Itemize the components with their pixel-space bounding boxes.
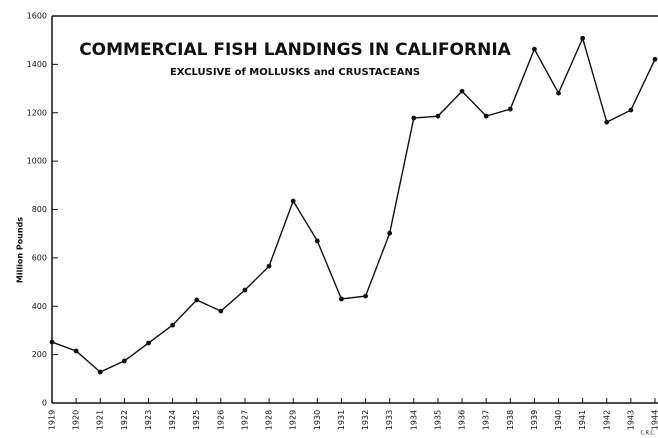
chart-title: COMMERCIAL FISH LANDINGS IN CALIFORNIA xyxy=(79,40,511,60)
data-point xyxy=(387,230,393,236)
data-point xyxy=(266,263,272,269)
data-point xyxy=(459,88,465,94)
y-tick-label: 200 xyxy=(32,350,47,359)
x-tick-label: 1922 xyxy=(120,410,129,430)
data-point xyxy=(507,106,513,112)
data-point xyxy=(170,322,176,328)
data-point xyxy=(411,115,417,121)
y-tick-label: 800 xyxy=(32,205,47,214)
x-tick-label: 1932 xyxy=(361,410,370,430)
x-tick-label: 1941 xyxy=(578,410,587,430)
x-tick-label: 1942 xyxy=(602,410,611,430)
x-tick-label: 1926 xyxy=(216,410,225,430)
data-point xyxy=(146,340,151,346)
x-tick-label: 1919 xyxy=(48,410,57,430)
y-tick-label: 0 xyxy=(42,399,47,408)
data-point xyxy=(580,35,586,41)
y-tick-label: 400 xyxy=(32,302,47,311)
x-tick-label: 1934 xyxy=(409,410,418,430)
x-tick-label: 1923 xyxy=(144,410,153,430)
x-tick-label: 1929 xyxy=(289,410,298,430)
x-tick-label: 1944 xyxy=(651,410,658,430)
data-point xyxy=(604,119,610,125)
x-tick-label: 1930 xyxy=(313,410,322,430)
chart-subtitle: EXCLUSIVE of MOLLUSKS and CRUSTACEANS xyxy=(170,67,420,78)
x-tick-label: 1925 xyxy=(192,410,201,430)
data-point xyxy=(532,46,537,52)
data-point xyxy=(363,293,368,299)
x-tick-label: 1937 xyxy=(482,410,491,430)
x-tick-label: 1927 xyxy=(240,410,249,430)
data-point xyxy=(49,339,55,345)
x-tick-label: 1931 xyxy=(337,410,346,430)
data-point xyxy=(339,296,344,302)
y-axis-label: Million Pounds xyxy=(16,217,25,283)
x-tick-label: 1933 xyxy=(385,410,394,430)
x-tick-label: 1939 xyxy=(530,410,539,430)
x-tick-label: 1920 xyxy=(72,410,81,430)
x-tick-label: 1936 xyxy=(458,410,467,430)
data-point xyxy=(556,90,561,96)
y-tick-label: 1400 xyxy=(27,60,47,69)
x-tick-label: 1924 xyxy=(168,410,177,430)
y-tick-label: 1000 xyxy=(27,157,47,166)
x-tick-label: 1943 xyxy=(626,410,635,430)
y-tick-label: 600 xyxy=(32,253,47,262)
x-tick-label: 1928 xyxy=(265,410,274,430)
data-point xyxy=(314,238,320,244)
data-point xyxy=(435,113,441,119)
x-tick-label: 1921 xyxy=(96,410,105,430)
y-tick-label: 1200 xyxy=(27,108,47,117)
y-tick-label: 1600 xyxy=(27,12,47,21)
x-tick-label: 1938 xyxy=(506,410,515,430)
x-tick-label: 1935 xyxy=(433,410,442,430)
data-point xyxy=(194,297,200,303)
data-point xyxy=(218,308,224,314)
x-tick-label: 1940 xyxy=(554,410,563,430)
data-point xyxy=(97,369,103,375)
data-point xyxy=(628,107,634,113)
data-line xyxy=(51,36,656,373)
data-point xyxy=(652,56,658,62)
data-point xyxy=(121,358,127,364)
data-point xyxy=(483,113,489,119)
data-point xyxy=(242,287,248,293)
annotation: C.R.C. xyxy=(640,431,655,437)
data-point xyxy=(73,348,79,354)
data-point xyxy=(290,198,296,204)
